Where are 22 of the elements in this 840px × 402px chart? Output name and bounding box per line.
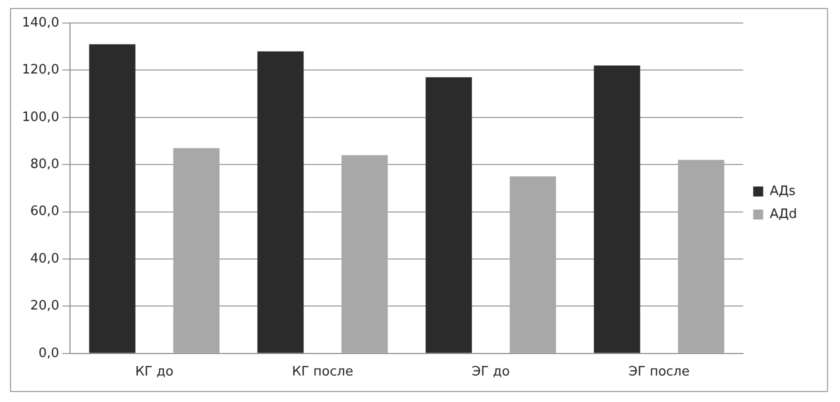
bar — [173, 148, 220, 353]
bar — [257, 51, 304, 353]
bar — [678, 160, 724, 353]
y-tick-label: 0,0 — [38, 346, 60, 361]
bar — [426, 77, 472, 353]
y-tick-label: 100,0 — [22, 110, 60, 125]
y-tick-label: 40,0 — [30, 251, 60, 266]
bar — [342, 155, 388, 353]
y-tick-label: 120,0 — [22, 62, 60, 78]
y-tick-label: 80,0 — [30, 156, 60, 172]
legend-label: АДd — [770, 206, 798, 222]
y-tick-label: 140,0 — [22, 15, 60, 30]
x-tick-label: КГ после — [292, 364, 354, 380]
bar — [89, 44, 136, 353]
legend-label: АДs — [770, 184, 796, 199]
bar — [594, 65, 640, 353]
bar — [510, 176, 556, 353]
x-tick-label: КГ до — [135, 364, 174, 380]
x-tick-label: ЭГ после — [628, 364, 690, 380]
y-tick-label: 20,0 — [30, 298, 60, 314]
x-tick-label: ЭГ до — [472, 364, 510, 380]
y-tick-label: 60,0 — [30, 204, 60, 220]
